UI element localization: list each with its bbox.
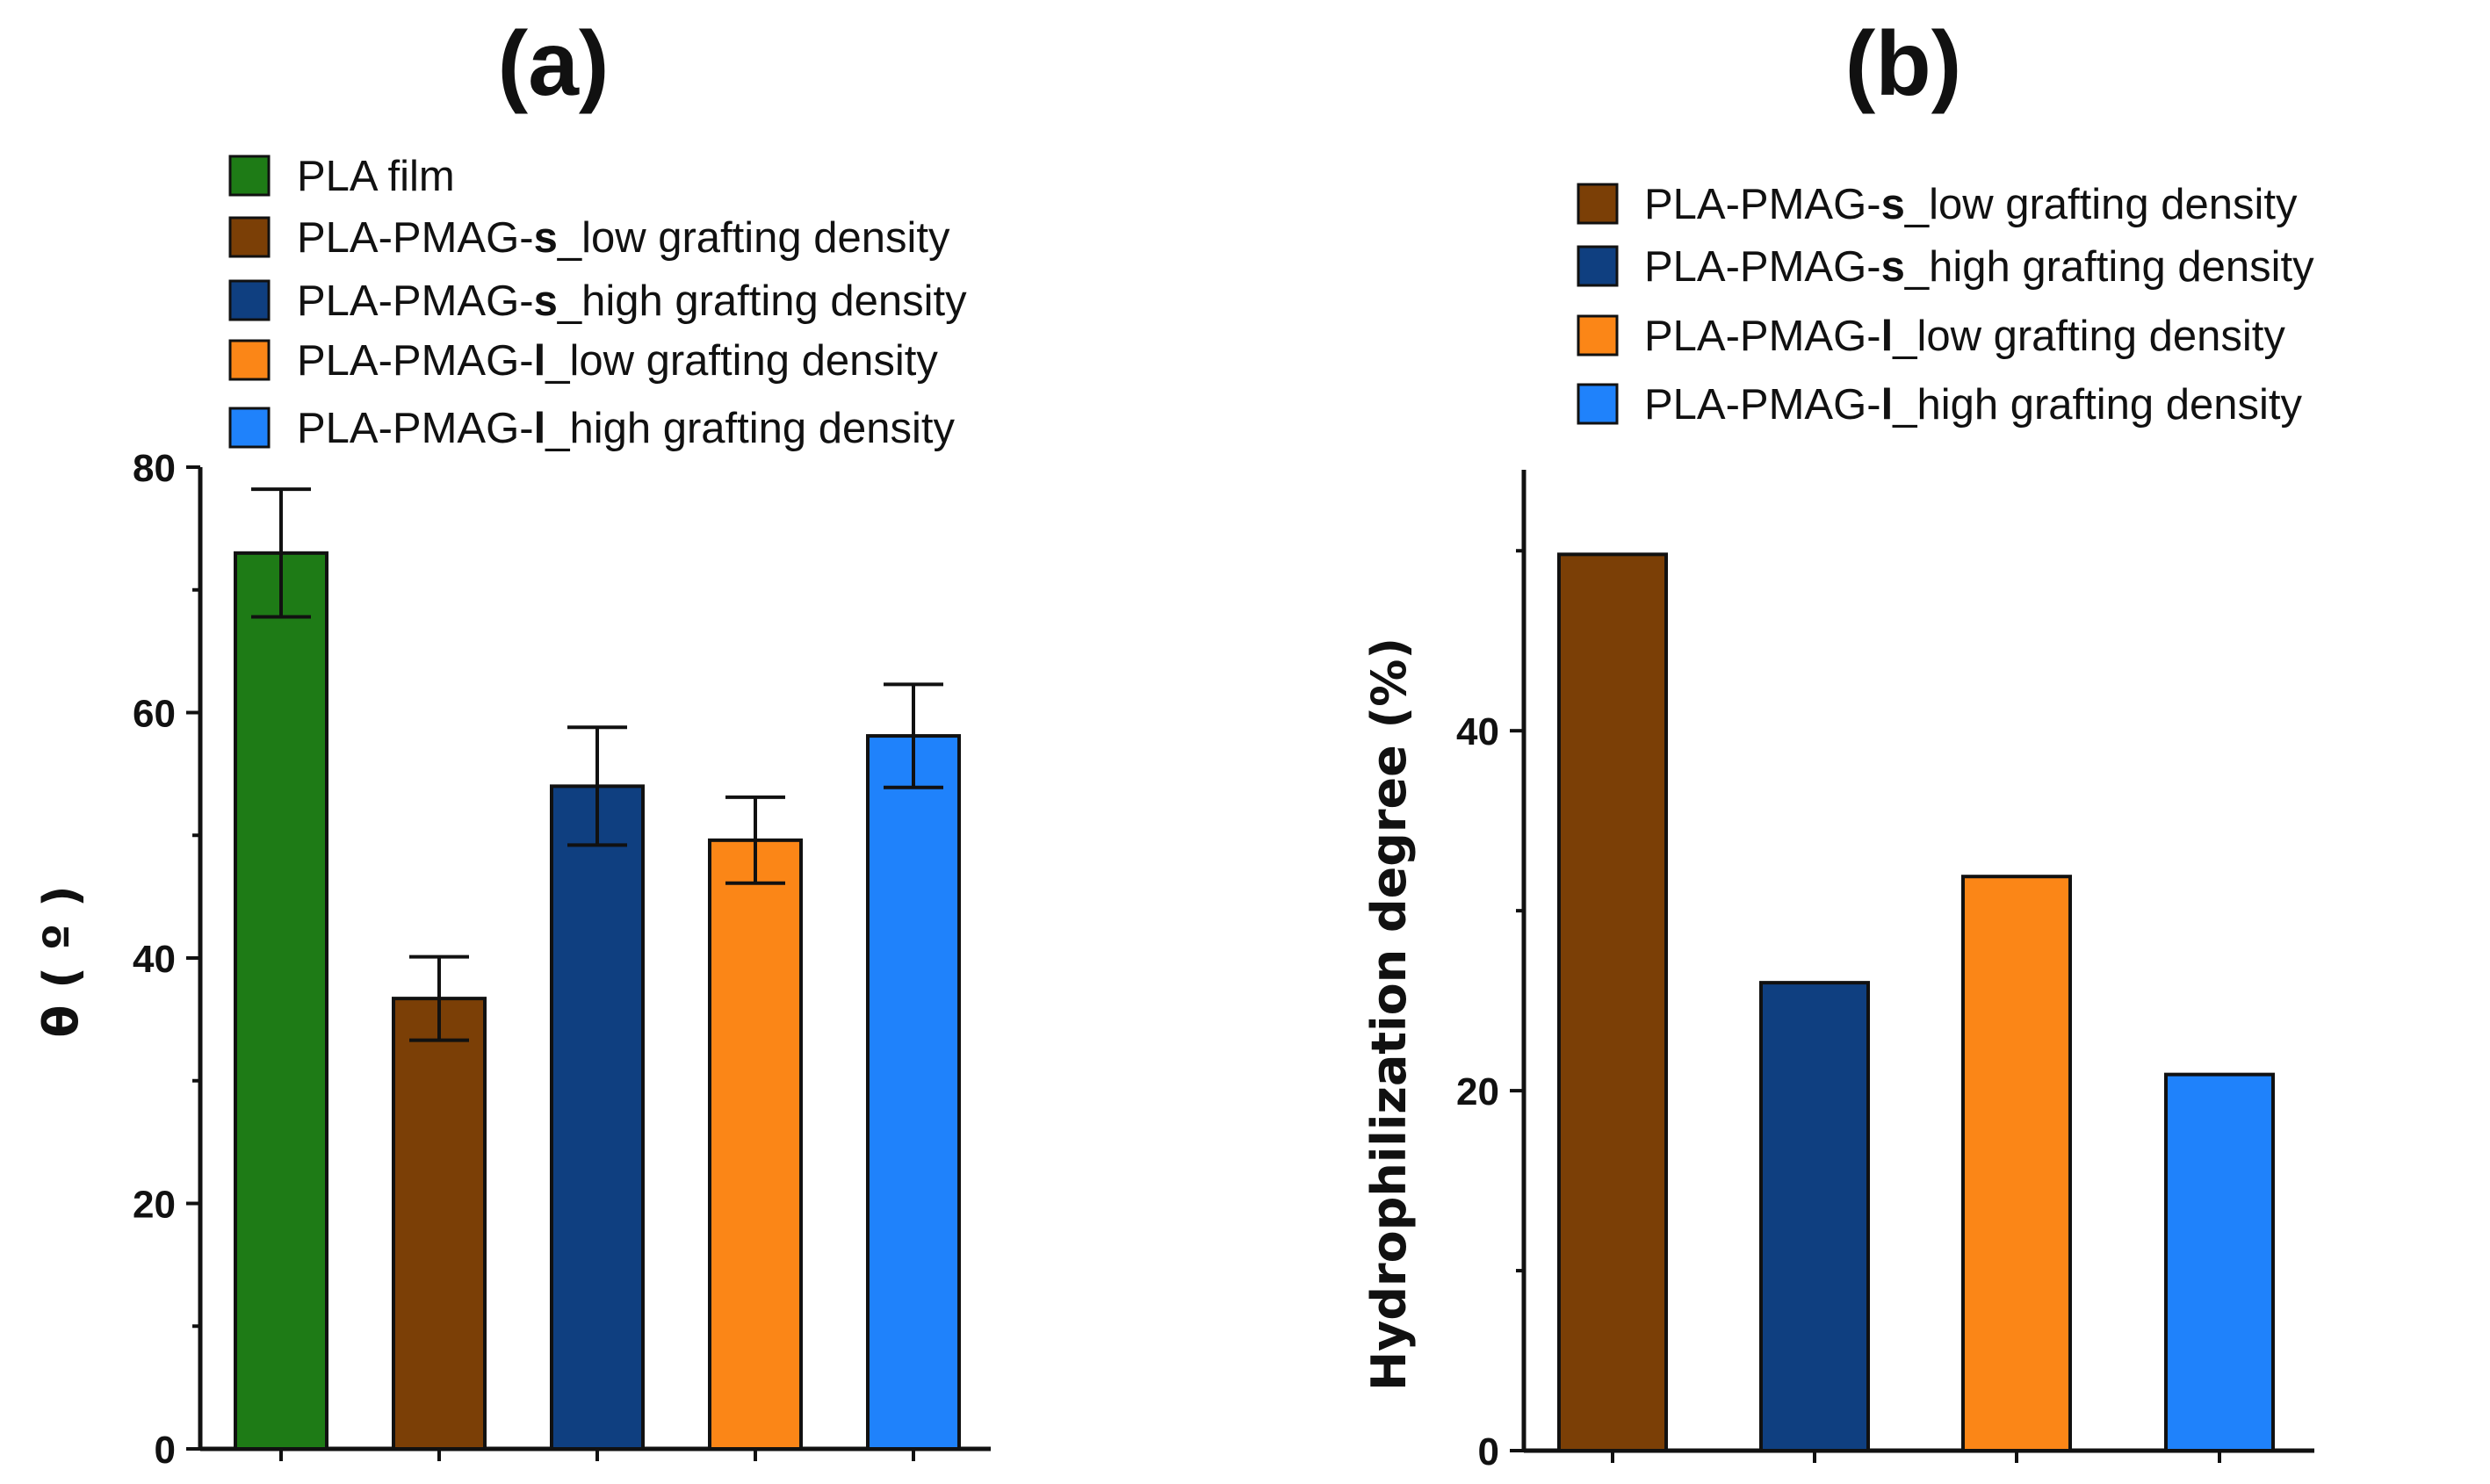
panel-a-legend-label: PLA-PMAG-l_low grafting density [297, 337, 938, 385]
panel-a-legend-swatch [228, 279, 271, 321]
panel-b-bar [1557, 552, 1668, 1452]
panel-b-legend-label: PLA-PMAG-s_high grafting density [1644, 243, 2314, 291]
panel-b-y-axis-title: Hydrophilization degree (%) [1361, 638, 1417, 1391]
panel-b-y-tick-label: 20 [1456, 1070, 1499, 1113]
panel-a-bar [708, 838, 803, 1451]
panel-a-y-tick-label: 40 [133, 938, 176, 981]
panel-a-bar [550, 784, 645, 1451]
panel-a-bar [392, 997, 487, 1452]
panel-b-bar [2164, 1072, 2275, 1452]
panel-b-y-tick-label: 40 [1456, 710, 1499, 753]
panel-a-error-bar [884, 682, 943, 789]
panel-a-legend-entry: PLA-PMAG-l_low grafting density [228, 337, 938, 385]
panel-a-legend-label: PLA-PMAG-l_high grafting density [297, 405, 955, 452]
panel-a-y-tick-label: 60 [133, 693, 176, 736]
panel-b-y-tick-label: 0 [1478, 1430, 1499, 1473]
panel-a-error-bar [567, 725, 627, 847]
panel-a-error-bar [725, 795, 785, 885]
panel-a-legend-entry: PLA-PMAG-s_high grafting density [228, 277, 967, 325]
panel-a-y-tick-label: 20 [133, 1184, 176, 1227]
panel-a-axes: 0 20 40 60 80 [133, 447, 991, 1472]
panel-b-legend: PLA-PMAG-s_low grafting density PLA-PMAG-… [1577, 181, 2314, 429]
panel-b-legend-label: PLA-PMAG-l_low grafting density [1644, 313, 2285, 360]
panel-a-bars [234, 551, 961, 1452]
panel-a-legend-label: PLA-PMAG-s_high grafting density [297, 277, 967, 325]
panel-a-bar [866, 734, 961, 1451]
panel-a-legend-swatch [228, 407, 271, 449]
panel-b-legend-swatch [1577, 383, 1619, 425]
panel-b-legend-swatch [1577, 183, 1619, 225]
panel-a-error-bar [409, 955, 469, 1042]
panel-b-legend-label: PLA-PMAG-s_low grafting density [1644, 181, 2298, 228]
panel-a-legend-entry: PLA-PMAG-s_low grafting density [228, 214, 950, 262]
panel-b-label: (b) [1845, 13, 1962, 115]
panel-a-legend-entry: PLA-PMAG-l_high grafting density [228, 405, 955, 452]
panel-a-y-axis-title: θ ( º ) [33, 885, 89, 1037]
panel-b-legend-swatch [1577, 314, 1619, 357]
panel-a-legend-label: PLA-PMAG-s_low grafting density [297, 214, 950, 262]
panel-a-bar [234, 551, 328, 1451]
panel-a-error-bars [251, 487, 943, 1042]
panel-b-legend-entry: PLA-PMAG-s_low grafting density [1577, 181, 2298, 228]
panel-b-legend-entry: PLA-PMAG-l_low grafting density [1577, 313, 2285, 360]
panel-a-legend: PLA film PLA-PMAG-s_low grafting density P… [228, 153, 967, 452]
panel-a-legend-swatch [228, 216, 271, 258]
panel-b-hydrophilization-chart: (b) PLA-PMAG-s_low grafting densityPLA-P… [1361, 13, 2314, 1473]
panel-a-legend-entry: PLA film [228, 153, 455, 200]
panel-b-legend-entry: PLA-PMAG-l_high grafting density [1577, 381, 2302, 429]
panel-a-y-tick-label: 0 [155, 1429, 176, 1472]
panel-b-legend-swatch [1577, 245, 1619, 287]
panel-a-contact-angle-chart: (a) PLA film PLA-PMAG-s_low grafting dens… [33, 13, 991, 1472]
panel-b-bar [1759, 981, 1870, 1452]
panel-b-bars [1557, 552, 2275, 1452]
panel-a-legend-swatch [228, 339, 271, 381]
panel-b-legend-entry: PLA-PMAG-s_high grafting density [1577, 243, 2314, 291]
panel-a-error-bar [251, 487, 311, 619]
panel-a-y-tick-label: 80 [133, 447, 176, 490]
panel-a-legend-label: PLA film [297, 153, 455, 200]
panel-a-legend-swatch [228, 155, 271, 197]
panel-a-label: (a) [497, 13, 609, 115]
panel-b-bar [1961, 875, 2072, 1452]
panel-b-legend-label: PLA-PMAG-l_high grafting density [1644, 381, 2302, 429]
